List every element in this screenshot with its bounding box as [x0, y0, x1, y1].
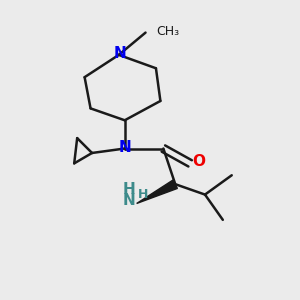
Text: N: N	[123, 193, 136, 208]
Text: N: N	[118, 140, 131, 154]
Polygon shape	[136, 180, 177, 203]
Text: H: H	[123, 182, 136, 197]
Text: CH₃: CH₃	[156, 25, 179, 38]
Text: O: O	[192, 154, 205, 169]
Text: H: H	[138, 188, 148, 200]
Text: N: N	[114, 46, 127, 62]
